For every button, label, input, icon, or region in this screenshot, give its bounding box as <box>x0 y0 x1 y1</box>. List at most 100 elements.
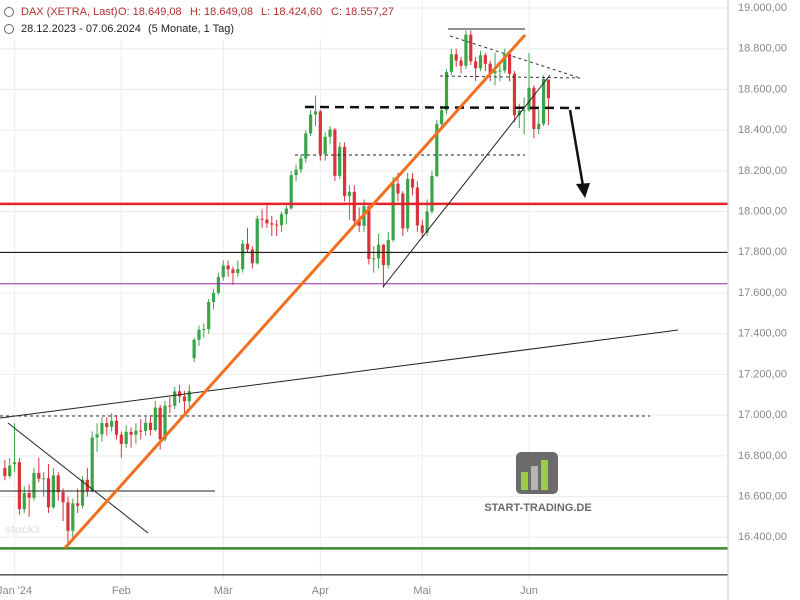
instrument: DAX (XETRA, Last) <box>21 6 118 18</box>
trend-line <box>63 33 527 550</box>
candle-body <box>313 111 318 115</box>
candle-body <box>425 211 429 233</box>
candle-body <box>80 479 85 506</box>
candle-body <box>163 405 167 440</box>
x-tick-label: Jan '24 <box>0 585 32 597</box>
y-tick-label: 16.800,00 <box>738 450 787 462</box>
candle-body <box>129 431 133 435</box>
candle-body <box>32 472 36 498</box>
header-bg <box>0 0 400 40</box>
candle-body <box>352 191 356 221</box>
trend-line <box>0 329 679 419</box>
candle-body <box>430 175 434 212</box>
candle-body <box>299 158 303 170</box>
header: DAX (XETRA, Last) O: 18.649,08 H: 18.649… <box>0 0 400 40</box>
candle-body <box>207 301 211 330</box>
candle-body <box>241 243 245 270</box>
candle-body <box>56 475 60 493</box>
candle-body <box>420 225 424 233</box>
candle-body <box>391 183 395 241</box>
candle-body <box>323 136 327 154</box>
candle-body <box>396 183 400 194</box>
candle-body <box>245 243 250 250</box>
candle-body <box>474 61 478 69</box>
y-tick-label: 17.200,00 <box>738 368 787 380</box>
candle-body <box>435 124 439 176</box>
candle-body <box>333 129 337 176</box>
x-tick-label: Mär <box>214 585 233 597</box>
candle-body <box>134 430 138 435</box>
y-tick-label: 16.600,00 <box>738 490 787 502</box>
candle-body <box>493 70 497 74</box>
logo-bar <box>531 466 538 490</box>
candle-body <box>90 437 94 492</box>
arrow-head <box>576 183 590 198</box>
dashed-line <box>449 35 581 79</box>
brand: START-TRADING.DE <box>484 502 591 514</box>
candle-body <box>192 339 196 359</box>
candle-body <box>12 462 17 464</box>
candle-body <box>110 420 114 427</box>
candle-body <box>119 434 123 444</box>
candle-body <box>95 434 99 438</box>
candle-body <box>236 269 240 274</box>
candle-body <box>304 133 308 159</box>
x-tick-label: Apr <box>312 585 329 597</box>
logo-bar <box>541 460 548 490</box>
trend-line <box>7 422 149 534</box>
icon <box>4 7 14 17</box>
candle-body <box>76 503 80 506</box>
candle-body <box>148 422 153 431</box>
candle-body <box>410 178 415 188</box>
candle-body <box>357 220 361 226</box>
candle-body <box>469 34 473 62</box>
icon <box>4 24 14 34</box>
candle-body <box>221 265 225 278</box>
candle-body <box>449 54 453 72</box>
candle-body <box>22 493 26 510</box>
y-tick-label: 18.600,00 <box>738 83 787 95</box>
candle-body <box>158 407 162 440</box>
candle-body <box>498 70 502 72</box>
candle-body <box>46 478 51 508</box>
candle-body <box>8 465 12 477</box>
x-tick-label: Jun <box>520 585 538 597</box>
candle-body <box>231 269 235 274</box>
brand-logo: START-TRADING.DE <box>484 452 592 514</box>
candle-body <box>294 169 298 176</box>
candle-body <box>440 110 444 125</box>
candle-body <box>173 391 177 406</box>
candle-body <box>342 146 347 196</box>
y-tick-label: 18.800,00 <box>738 43 787 55</box>
candle-body <box>187 391 191 402</box>
candle-body <box>401 193 405 229</box>
candle-body <box>124 431 128 444</box>
candle-body <box>61 492 65 503</box>
ohlc-label: O: 18.649,08 <box>118 6 182 18</box>
candle-body <box>381 244 386 266</box>
candle-body <box>255 218 259 264</box>
arrow <box>568 109 585 187</box>
candle-body <box>270 223 274 225</box>
date-range: 28.12.2023 - 07.06.2024 <box>21 23 141 35</box>
y-tick-label: 17.600,00 <box>738 287 787 299</box>
candle-body <box>522 110 526 112</box>
dashed-line <box>439 75 581 79</box>
x-tick-label: Feb <box>112 585 131 597</box>
candle-body <box>226 265 230 270</box>
y-tick-label: 16.400,00 <box>738 531 787 543</box>
candle-body <box>250 249 254 264</box>
candle-body <box>464 34 468 66</box>
ohlc-label: C: 18.557,27 <box>331 6 394 18</box>
y-tick-label: 19.000,00 <box>738 2 787 14</box>
axis-bg <box>728 0 800 600</box>
candle-body <box>260 218 264 220</box>
y-tick-label: 17.000,00 <box>738 409 787 421</box>
candle-body <box>508 54 512 74</box>
candle-body <box>503 54 507 71</box>
candle-body <box>105 423 109 427</box>
candle-body <box>197 329 201 340</box>
candle-body <box>376 244 381 259</box>
candle-body <box>182 396 187 402</box>
watermark: stock3 <box>5 524 40 536</box>
